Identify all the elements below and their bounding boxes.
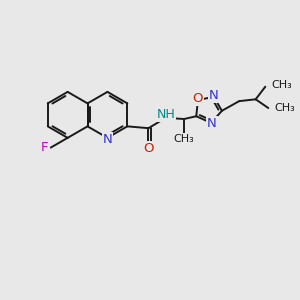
Text: F: F <box>41 141 49 154</box>
Text: N: N <box>207 117 217 130</box>
Text: CH₃: CH₃ <box>174 134 194 144</box>
Text: O: O <box>193 92 203 105</box>
Text: N: N <box>103 133 112 146</box>
Text: NH: NH <box>156 108 175 121</box>
Text: N: N <box>209 89 219 102</box>
Text: CH₃: CH₃ <box>271 80 292 89</box>
Text: CH₃: CH₃ <box>274 103 295 113</box>
Text: O: O <box>143 142 154 155</box>
